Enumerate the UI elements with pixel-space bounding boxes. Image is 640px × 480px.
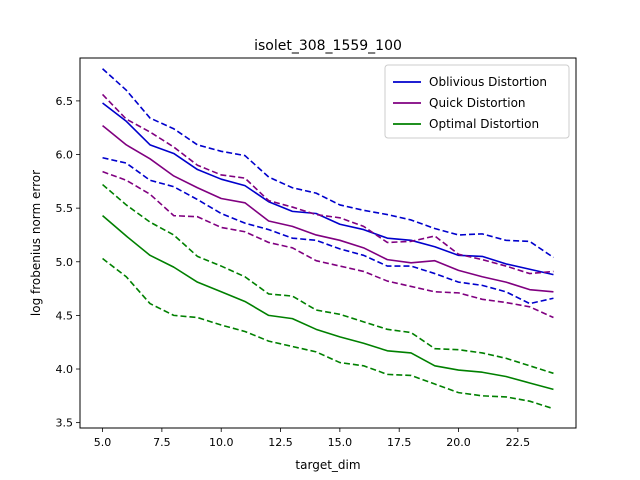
x-tick-label: 5.0 (94, 436, 112, 449)
chart-title: isolet_308_1559_100 (254, 38, 402, 54)
y-axis: 3.5 4.0 4.5 5.0 5.5 6.0 6.5 (56, 95, 80, 430)
series-layer (101, 68, 554, 410)
x-tick-label: 20.0 (446, 436, 471, 449)
y-tick-label: 6.0 (56, 149, 74, 162)
series-line-4-dashed (101, 93, 554, 275)
y-tick-label: 5.5 (56, 202, 74, 215)
x-tick-label: 7.5 (153, 436, 171, 449)
y-tick-label: 4.5 (56, 309, 74, 322)
series-line-3-solid (102, 124, 554, 293)
series-line-2-dashed (102, 156, 554, 305)
legend-label: Optimal Distortion (429, 117, 539, 131)
y-tick-label: 3.5 (56, 417, 74, 430)
legend-box (384, 64, 570, 139)
series-line-1-dashed (102, 68, 554, 259)
x-tick-label: 17.5 (387, 436, 412, 449)
legend: Oblivious Distortion Quick Distortion Opti… (384, 64, 570, 139)
x-tick-label: 12.5 (268, 436, 293, 449)
y-axis-label: log frobenius norm error (29, 170, 43, 316)
series-line-7-dashed (102, 183, 554, 375)
legend-label: Oblivious Distortion (429, 75, 547, 89)
y-tick-label: 4.0 (56, 363, 74, 376)
legend-label: Quick Distortion (429, 96, 526, 110)
x-tick-label: 22.5 (506, 436, 531, 449)
series-line-0-solid (102, 102, 554, 276)
y-tick-label: 5.0 (56, 256, 74, 269)
series-line-8-dashed (102, 257, 554, 410)
series-line-6-solid (102, 215, 554, 391)
series-line-5-dashed (102, 170, 554, 319)
y-tick-label: 6.5 (56, 95, 74, 108)
plot-frame (79, 57, 577, 429)
x-tick-label: 10.0 (209, 436, 234, 449)
x-axis: 5.0 7.5 10.0 12.5 15.0 17.5 20.0 22.5 (94, 428, 530, 449)
x-axis-label: target_dim (295, 458, 360, 472)
x-tick-label: 15.0 (328, 436, 353, 449)
